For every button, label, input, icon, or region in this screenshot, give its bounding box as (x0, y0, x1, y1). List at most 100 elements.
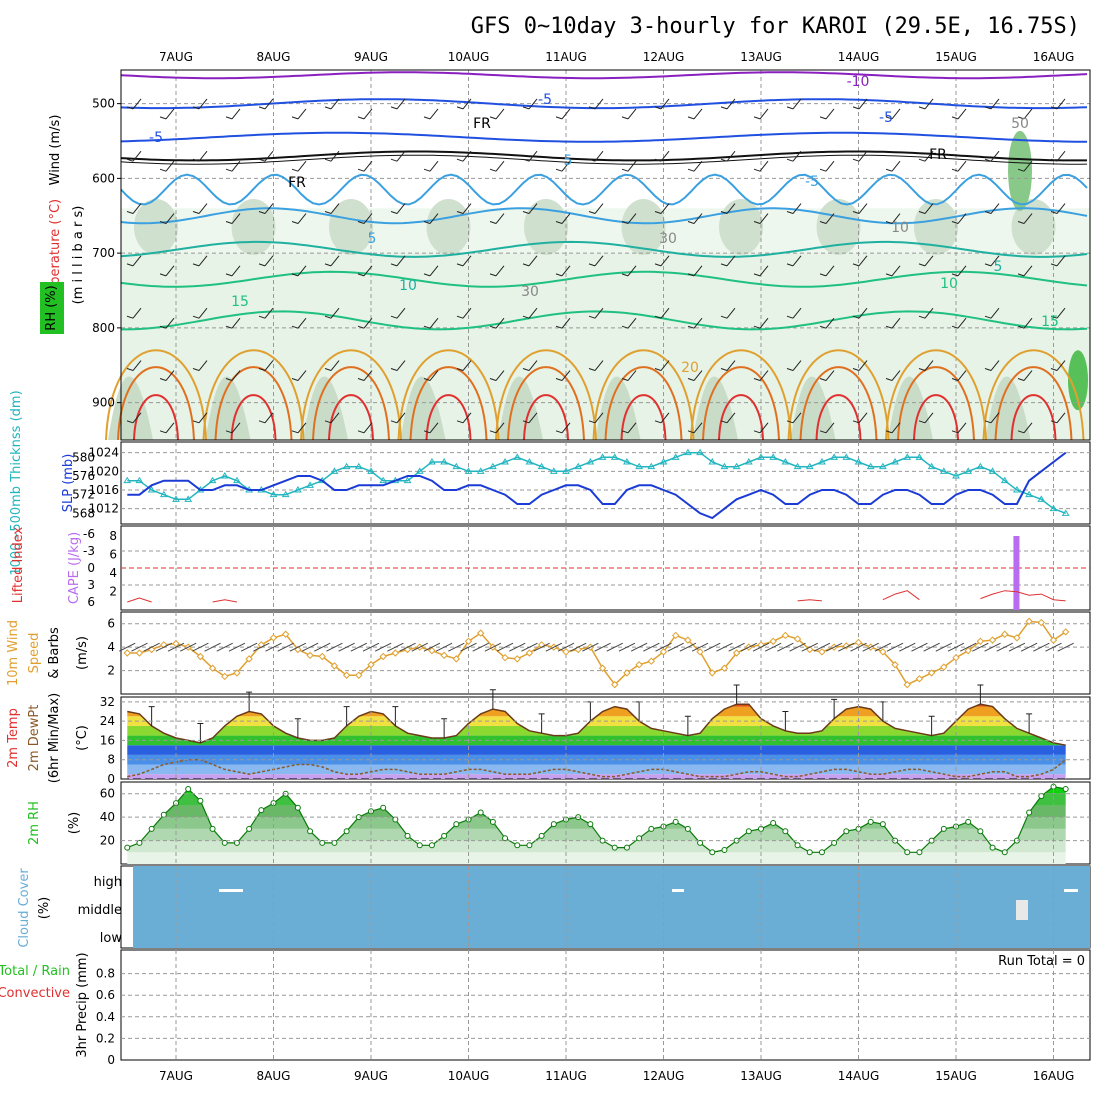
wind-barb (258, 412, 274, 424)
rh-band (127, 828, 1066, 841)
contour-line (994, 366, 1073, 441)
lifted-index-line (882, 590, 920, 601)
wind-barb (588, 307, 604, 319)
thickness-point (574, 462, 583, 470)
contour-line (982, 349, 1085, 441)
wind-barb (984, 642, 1001, 652)
wind-speed-point (696, 648, 704, 656)
thickness-point (306, 481, 314, 488)
thickness-point (184, 495, 193, 502)
contour-line (120, 270, 1088, 288)
cloud-gap (672, 889, 684, 892)
wind-barb (643, 642, 660, 652)
thickness-point (964, 467, 973, 474)
wind-barb (159, 265, 175, 277)
contour-line (913, 394, 959, 441)
wind-speed-point (501, 653, 509, 662)
tick-label: 4 (107, 640, 115, 654)
wind-barb (764, 642, 782, 652)
wind-barb (813, 642, 831, 652)
thickness-point (269, 490, 278, 498)
freezing-level (120, 154, 1088, 165)
wind-barb (484, 642, 502, 652)
thickness-point (842, 453, 851, 460)
wind-barb (522, 255, 538, 267)
wind-barb (951, 370, 967, 381)
rh-legend-swatch (40, 282, 64, 334)
wind-barb (786, 98, 802, 110)
wind-speed-point (452, 655, 461, 663)
rh-point (209, 825, 216, 832)
minmax-bar (928, 715, 935, 736)
contour-line (230, 394, 277, 441)
lifted-index-line (980, 590, 1066, 602)
date-label-bottom: 9AUG (354, 1069, 388, 1083)
wind-speed-point (1049, 636, 1058, 644)
wind-barb (225, 370, 241, 381)
wind-speed-point (233, 669, 241, 677)
wind-barb (606, 642, 623, 652)
contour-label: 5 (564, 153, 573, 169)
thickness-point (440, 458, 449, 465)
wind-barb (192, 255, 208, 267)
wind-barb (228, 642, 246, 652)
wind-barb (959, 642, 977, 652)
temperature-grid (121, 697, 1090, 779)
wind-speed-point (988, 636, 997, 644)
wind-barb (918, 412, 934, 424)
rh-point (514, 842, 521, 849)
wind-speed-point (635, 661, 643, 669)
contour-label: 20 (681, 360, 699, 376)
precip-panel: 0.8 0.6 0.4 0.2 0 Run Total = 0 Total / Rain… (0, 949, 1091, 1067)
date-label-top: 9AUG (354, 50, 388, 64)
wind-barb (654, 150, 670, 162)
thickness-point (403, 476, 412, 484)
wind-barb (225, 265, 241, 277)
wind-barb (801, 642, 818, 652)
wind-barb (621, 160, 637, 172)
wind-barb (951, 422, 967, 434)
wind-barb (423, 265, 439, 277)
wind-barb (1050, 360, 1066, 371)
wind-speed-point (525, 649, 534, 657)
wind-speed-point (196, 652, 205, 661)
wind-barb (1050, 150, 1066, 162)
wind-barb (852, 150, 868, 162)
wind-barb (472, 642, 489, 652)
wind-barb (918, 255, 934, 267)
wind-barb (390, 412, 406, 424)
ylabel-pressure: (m i l l i b a r s) (71, 206, 86, 305)
rh-point (477, 809, 484, 816)
wind-barb (159, 370, 175, 381)
wind-barb (825, 642, 843, 652)
wind-barb (885, 160, 901, 172)
rh-point (611, 844, 618, 851)
contour-line (409, 366, 488, 441)
contour-label: 15 (231, 294, 249, 310)
rh-point (319, 839, 326, 846)
wind-barb (456, 98, 472, 110)
wind-barb (654, 412, 670, 424)
wind-barb (621, 108, 637, 120)
tick-label: 6 (107, 617, 115, 631)
tick-label: 16 (100, 733, 115, 747)
wind-barb (819, 160, 835, 172)
wind-barb (126, 255, 142, 267)
wind-barb (687, 160, 703, 172)
wind-barb (291, 213, 307, 225)
wind-barb (555, 108, 571, 120)
ylabel-2m-rh: 2m RH (27, 801, 42, 845)
wind-barb (691, 642, 709, 652)
contour-label: 30 (659, 231, 677, 247)
wind-barb (258, 98, 274, 110)
wind-barb (885, 213, 901, 225)
contour-line (620, 394, 667, 441)
wind-barb (630, 642, 648, 652)
contour-line (214, 366, 293, 441)
wind-barb (786, 412, 802, 424)
wind-barb (522, 150, 538, 162)
rh-point (709, 849, 716, 856)
wind-barb (621, 317, 637, 329)
rh-shading (621, 198, 666, 255)
thickness-point (671, 453, 680, 460)
